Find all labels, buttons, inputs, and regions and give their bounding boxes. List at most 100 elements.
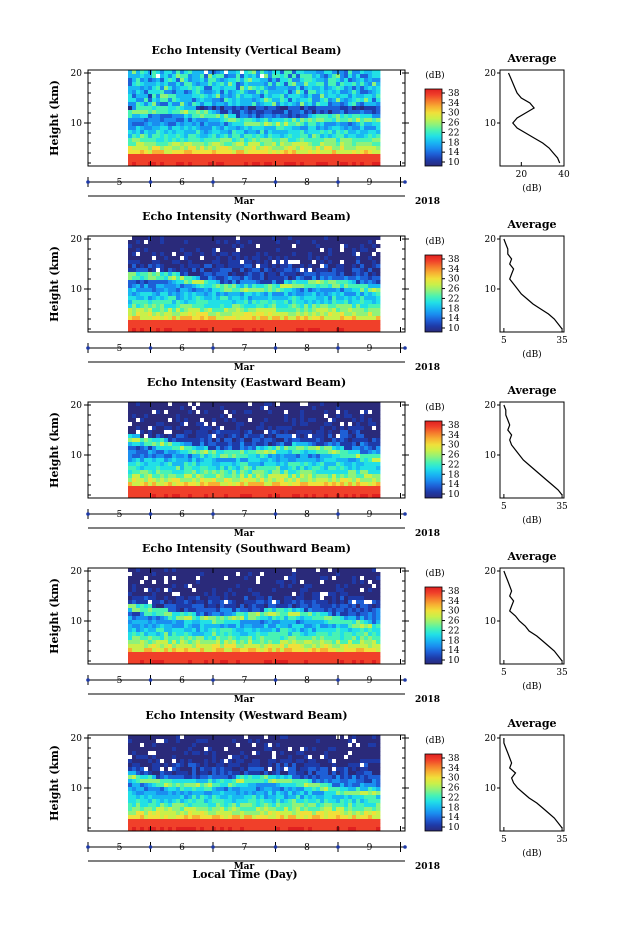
heatmap-cell xyxy=(280,118,285,123)
heatmap-cell xyxy=(216,482,221,487)
heatmap-cell xyxy=(200,276,205,281)
heatmap-cell xyxy=(316,272,321,277)
heatmap-cell xyxy=(304,244,309,249)
heatmap-cell xyxy=(148,478,153,483)
y-axis-label: Height (km) xyxy=(48,246,61,322)
heatmap-cell xyxy=(244,328,249,333)
heatmap-cell xyxy=(148,446,153,451)
heatmap-cell xyxy=(304,240,309,245)
heatmap-cell xyxy=(328,324,333,329)
heatmap-cell xyxy=(232,272,237,277)
heatmap-cell xyxy=(364,106,369,111)
heatmap-cell xyxy=(352,418,357,423)
heatmap-cell xyxy=(156,94,161,99)
heatmap-cell xyxy=(208,458,213,463)
heatmap-cell xyxy=(156,462,161,467)
heatmap-cell xyxy=(256,328,261,333)
heatmap-cell xyxy=(324,454,329,459)
heatmap-cell xyxy=(232,256,237,261)
heatmap-cell xyxy=(140,252,145,257)
heatmap-cell xyxy=(328,454,333,459)
heatmap-cell xyxy=(216,70,221,75)
heatmap-cell xyxy=(328,142,333,147)
heatmap-cell xyxy=(328,450,333,455)
heatmap-cell xyxy=(312,106,317,111)
heatmap-cell xyxy=(252,110,257,115)
heatmap-cell xyxy=(220,114,225,119)
heatmap-cell xyxy=(328,122,333,127)
heatmap-cell xyxy=(256,264,261,269)
heatmap-cell xyxy=(156,264,161,269)
heatmap-cell xyxy=(368,154,373,159)
heatmap-cell xyxy=(152,418,157,423)
heatmap-cell xyxy=(256,288,261,293)
heatmap-cell xyxy=(292,98,297,103)
heatmap-cell xyxy=(200,244,205,249)
heatmap-cell xyxy=(212,422,217,427)
heatmap-cell xyxy=(244,410,249,415)
heatmap-cell xyxy=(140,312,145,317)
heatmap-cell xyxy=(228,134,233,139)
heatmap-cell xyxy=(228,154,233,159)
heatmap-cell xyxy=(144,470,149,475)
heatmap-cell xyxy=(164,162,169,167)
heatmap-cell xyxy=(132,292,137,297)
heatmap-cell xyxy=(360,138,365,143)
heatmap-cell xyxy=(164,494,169,499)
heatmap-cell xyxy=(244,494,249,499)
heatmap-cell xyxy=(160,300,165,305)
heatmap-cell xyxy=(160,320,165,325)
heatmap-cell xyxy=(352,410,357,415)
heatmap-cell xyxy=(192,446,197,451)
heatmap-cell xyxy=(152,434,157,439)
heatmap-cell xyxy=(356,292,361,297)
heatmap-cell xyxy=(180,316,185,321)
heatmap-cell xyxy=(240,434,245,439)
heatmap-cell xyxy=(340,276,345,281)
heatmap-cell xyxy=(296,98,301,103)
heatmap-cell xyxy=(248,236,253,241)
heatmap-cell xyxy=(256,106,261,111)
heatmap-cell xyxy=(160,324,165,329)
heatmap-cell xyxy=(324,434,329,439)
heatmap-cell xyxy=(316,312,321,317)
heatmap-cell xyxy=(328,248,333,253)
heatmap-cell xyxy=(316,486,321,491)
heatmap-cell xyxy=(236,276,241,281)
heatmap-cell xyxy=(132,576,137,581)
heatmap-cell xyxy=(268,130,273,135)
heatmap-cell xyxy=(204,98,209,103)
heatmap-cell xyxy=(240,126,245,131)
heatmap-cell xyxy=(148,454,153,459)
heatmap-cell xyxy=(256,446,261,451)
heatmap-cell xyxy=(256,154,261,159)
heatmap-cell xyxy=(276,236,281,241)
heatmap-cell xyxy=(220,572,225,577)
heatmap-cell xyxy=(296,114,301,119)
date-marker xyxy=(336,346,340,350)
heatmap-cell xyxy=(152,438,157,443)
heatmap-cell xyxy=(328,94,333,99)
heatmap-cell xyxy=(316,102,321,107)
heatmap-cell xyxy=(272,98,277,103)
heatmap-cell xyxy=(136,106,141,111)
heatmap-cell xyxy=(292,94,297,99)
heatmap-cell xyxy=(256,110,261,115)
heatmap-cell xyxy=(368,486,373,491)
heatmap-cell xyxy=(216,486,221,491)
heatmap-cell xyxy=(192,406,197,411)
heatmap-cell xyxy=(196,312,201,317)
heatmap-cell xyxy=(372,482,377,487)
heatmap-cell xyxy=(172,474,177,479)
heatmap-cell xyxy=(224,402,229,407)
heatmap-cell xyxy=(180,86,185,91)
x-tick-label: 8 xyxy=(304,178,310,188)
heatmap-cell xyxy=(140,114,145,119)
heatmap-cell xyxy=(260,248,265,253)
heatmap-cell xyxy=(140,572,145,577)
heatmap-cell xyxy=(376,434,381,439)
heatmap-cell xyxy=(296,418,301,423)
heatmap-cell xyxy=(296,86,301,91)
heatmap-cell xyxy=(196,114,201,119)
heatmap-cell xyxy=(300,114,305,119)
